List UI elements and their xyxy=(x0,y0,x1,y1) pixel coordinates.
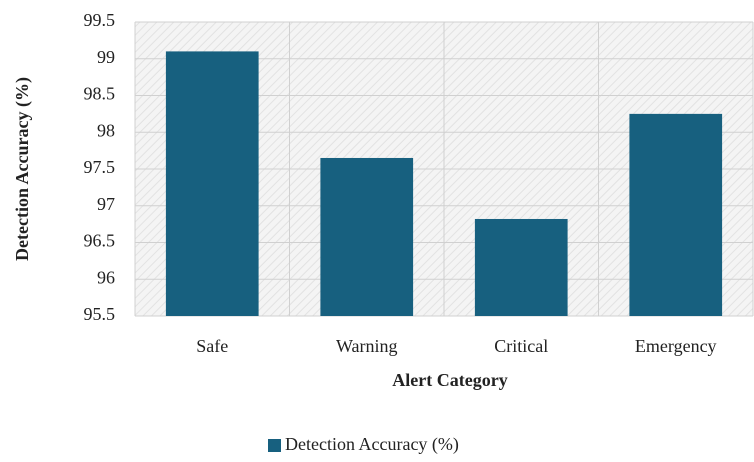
x-axis-label: Alert Category xyxy=(392,370,507,390)
bar xyxy=(165,51,259,317)
bar xyxy=(629,113,723,316)
bar xyxy=(474,218,568,316)
y-axis-label: Detection Accuracy (%) xyxy=(12,77,33,261)
y-tick-label: 99 xyxy=(97,47,115,67)
bar xyxy=(320,157,414,316)
y-tick-label: 96.5 xyxy=(84,231,116,251)
y-tick-label: 97 xyxy=(97,194,115,214)
x-tick-label: Warning xyxy=(336,336,398,356)
y-tick-label: 98.5 xyxy=(84,84,116,104)
y-tick-label: 95.5 xyxy=(84,304,116,324)
x-tick-label: Critical xyxy=(494,336,548,356)
y-tick-label: 98 xyxy=(97,120,115,140)
y-tick-label: 96 xyxy=(97,267,115,287)
legend-label: Detection Accuracy (%) xyxy=(285,434,459,455)
x-tick-label: Safe xyxy=(196,336,228,356)
y-tick-label: 97.5 xyxy=(84,157,116,177)
legend-swatch xyxy=(268,439,281,452)
x-tick-label: Emergency xyxy=(635,336,717,356)
y-tick-label: 99.5 xyxy=(84,10,116,30)
